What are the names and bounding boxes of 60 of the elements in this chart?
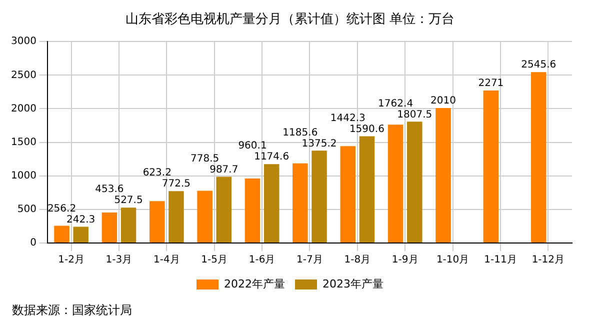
bar bbox=[530, 72, 546, 242]
x-tick-label: 1-7月 bbox=[296, 254, 323, 266]
bar bbox=[436, 108, 451, 242]
y-tick-label: 0 bbox=[30, 238, 36, 249]
x-tick-label: 1-11月 bbox=[484, 254, 517, 266]
y-tick-label: 1000 bbox=[10, 170, 36, 182]
bar bbox=[197, 190, 212, 242]
data-label: 2271 bbox=[478, 78, 504, 90]
bar bbox=[216, 176, 232, 242]
bar bbox=[244, 178, 260, 242]
y-tick-label: 2500 bbox=[10, 70, 36, 81]
bar bbox=[150, 201, 165, 242]
y-tick-label: 1500 bbox=[10, 136, 36, 148]
bar bbox=[340, 146, 356, 242]
data-label: 453.6 bbox=[95, 184, 124, 196]
bar bbox=[73, 226, 88, 242]
bar bbox=[388, 124, 404, 242]
data-label: 1442.3 bbox=[330, 112, 366, 124]
data-label: 1185.6 bbox=[282, 127, 318, 138]
data-label: 1375.2 bbox=[302, 138, 337, 150]
data-label: 256.2 bbox=[47, 203, 76, 214]
bar bbox=[312, 150, 327, 242]
y-tick-label: 2000 bbox=[10, 103, 36, 114]
x-tick-label: 1-3月 bbox=[106, 254, 132, 266]
data-label: 623.2 bbox=[142, 168, 172, 179]
x-tick-label: 1-2月 bbox=[58, 254, 84, 266]
bar bbox=[168, 191, 184, 242]
source-note: 数据来源：国家统计局 bbox=[12, 303, 132, 317]
bar bbox=[483, 90, 499, 242]
bar bbox=[292, 163, 308, 242]
data-label: 772.5 bbox=[162, 178, 191, 190]
legend-label: 2022年产量 bbox=[224, 277, 286, 290]
x-tick-label: 1-12月 bbox=[532, 254, 565, 266]
x-tick-label: 1-10月 bbox=[436, 254, 470, 266]
bar bbox=[120, 208, 136, 242]
bar bbox=[407, 122, 422, 242]
legend-label: 2023年产量 bbox=[322, 277, 384, 290]
x-tick-label: 1-8月 bbox=[344, 254, 371, 266]
data-label: 527.5 bbox=[114, 195, 143, 206]
bar bbox=[359, 136, 375, 242]
x-tick-label: 1-6月 bbox=[248, 254, 276, 266]
data-label: 960.1 bbox=[238, 140, 267, 152]
y-tick-label: 3000 bbox=[10, 36, 36, 48]
data-label: 1807.5 bbox=[397, 109, 432, 120]
data-label: 2545.6 bbox=[521, 60, 556, 71]
bar bbox=[54, 226, 70, 242]
bar bbox=[102, 212, 118, 242]
chart-title: 山东省彩色电视机产量分月（累计值）统计图 单位：万台 bbox=[125, 12, 455, 28]
data-label: 1762.4 bbox=[378, 98, 414, 110]
data-label: 2010 bbox=[430, 96, 456, 107]
x-tick-label: 1-4月 bbox=[153, 254, 180, 266]
data-label: 778.5 bbox=[190, 153, 220, 164]
data-label: 987.7 bbox=[210, 164, 238, 176]
y-tick-label: 500 bbox=[17, 204, 36, 216]
data-label: 1174.6 bbox=[254, 152, 290, 163]
data-label: 1590.6 bbox=[349, 124, 384, 135]
bar bbox=[264, 164, 280, 242]
data-label: 242.3 bbox=[66, 214, 96, 226]
x-tick-label: 1-5月 bbox=[201, 254, 228, 266]
x-tick-label: 1-9月 bbox=[392, 254, 418, 266]
